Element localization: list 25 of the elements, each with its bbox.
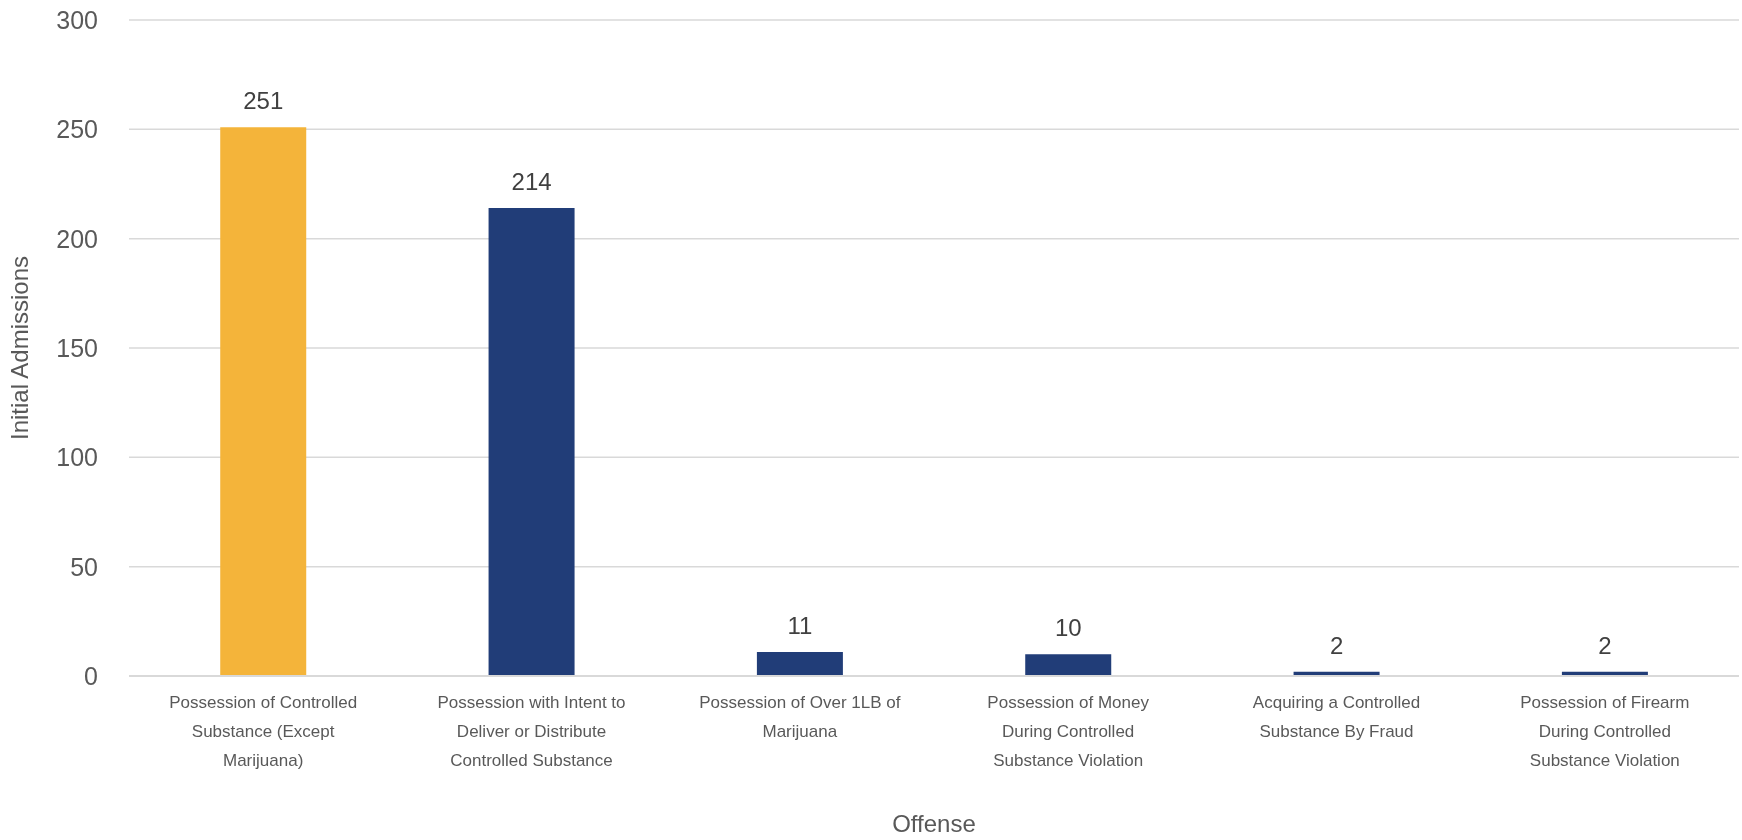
y-axis-title: Initial Admissions bbox=[6, 255, 33, 441]
y-tick-label: 200 bbox=[56, 224, 98, 253]
x-axis-title: Offense bbox=[892, 810, 976, 837]
x-tick-label: Possession of Firearm During Controlled Substance Violation bbox=[1520, 693, 1690, 771]
data-label: 214 bbox=[511, 168, 552, 196]
bar bbox=[220, 127, 307, 676]
x-tick-label: Possession with Intent to Deliver or Distribute Controlled Substance bbox=[437, 693, 626, 771]
bar bbox=[1025, 654, 1112, 676]
x-tick-label: Possession of Money During Controlled Substance Violation bbox=[987, 693, 1150, 771]
y-tick-label: 150 bbox=[56, 333, 98, 362]
x-tick-label: Possession of Controlled Substance (Except Marijuana) bbox=[169, 693, 358, 771]
data-label: 2 bbox=[1598, 631, 1612, 659]
data-label: 10 bbox=[1054, 614, 1082, 642]
y-tick-label: 100 bbox=[56, 443, 98, 472]
y-tick-label: 250 bbox=[56, 115, 98, 144]
data-label: 251 bbox=[243, 87, 284, 115]
y-tick-label: 300 bbox=[56, 5, 98, 34]
data-label: 11 bbox=[787, 611, 813, 639]
x-tick-label: Acquiring a Controlled Substance By Fraud bbox=[1252, 693, 1421, 742]
data-label: 2 bbox=[1329, 631, 1344, 659]
bar bbox=[756, 651, 843, 676]
x-tick-label: Possession of Over 1LB of Marijuana bbox=[699, 693, 901, 742]
y-tick-label: 0 bbox=[84, 661, 98, 690]
bar bbox=[488, 208, 575, 676]
y-tick-label: 50 bbox=[70, 552, 98, 581]
